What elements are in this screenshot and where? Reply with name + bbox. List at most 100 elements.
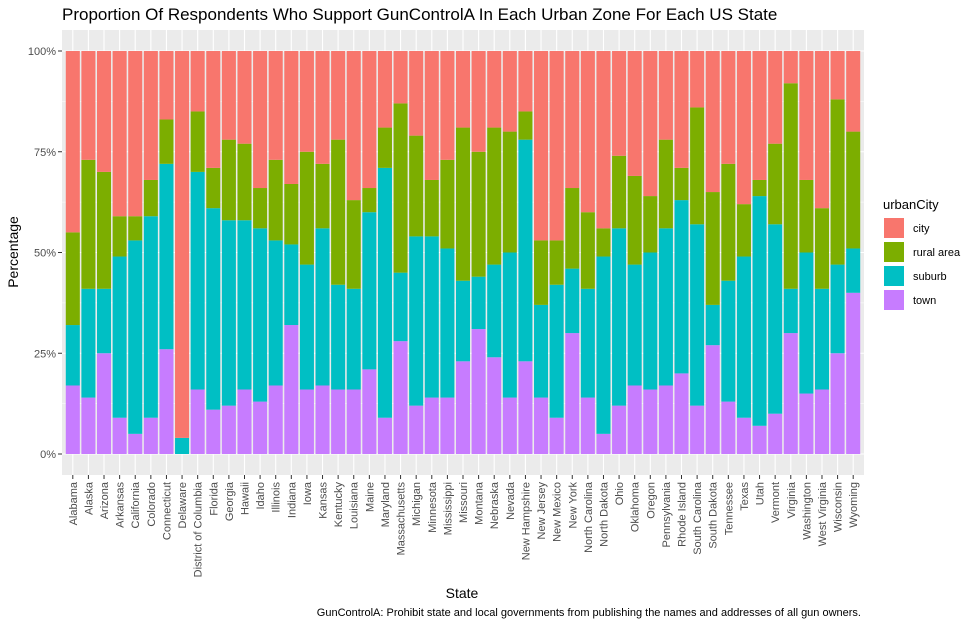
bar-segment: [705, 51, 720, 193]
x-tick-label: Maine: [364, 482, 376, 512]
bar-segment: [534, 240, 549, 305]
bar-segment: [112, 417, 127, 454]
bar-segment: [362, 369, 377, 454]
bar-segment: [284, 325, 299, 454]
x-tick-label: New Mexico: [552, 482, 564, 542]
bar-segment: [799, 51, 814, 180]
bar-segment: [502, 131, 517, 253]
bar-segment: [627, 385, 642, 454]
bar-segment: [128, 240, 143, 434]
bar-segment: [752, 179, 767, 197]
bar-segment: [440, 248, 455, 398]
bar-segment: [580, 51, 595, 213]
bar-segment: [96, 171, 112, 289]
y-axis: 0% 25% 50% 75% 100%: [28, 46, 62, 461]
bar-segment: [81, 288, 96, 398]
bar-segment: [736, 417, 751, 454]
bar-segment: [409, 51, 424, 136]
bar-segment: [143, 51, 158, 180]
bar-segment: [549, 284, 564, 418]
bar-segment: [221, 405, 236, 454]
bar-segment: [580, 212, 595, 289]
bar-segment: [612, 405, 627, 454]
bar-segment: [409, 135, 424, 237]
bar-segment: [315, 228, 330, 386]
bar-segment: [237, 51, 252, 144]
x-tick-label: Iowa: [302, 481, 314, 505]
bar-segment: [830, 51, 845, 100]
bar-segment: [268, 385, 283, 454]
bar-segment: [596, 51, 611, 229]
bar-segment: [284, 183, 299, 245]
x-tick-label: Utah: [755, 482, 767, 505]
bar-segment: [830, 264, 845, 354]
bar-segment: [736, 204, 751, 257]
bar-segment: [175, 437, 190, 454]
bar-segment: [268, 240, 283, 386]
x-tick-label: Texas: [739, 482, 751, 511]
bar-segment: [658, 139, 673, 229]
bar-segment: [206, 208, 221, 410]
bar-segment: [268, 159, 283, 241]
bar-segment: [315, 385, 330, 454]
bar-segment: [705, 192, 720, 305]
bar-segment: [705, 304, 720, 346]
legend-swatch: [884, 218, 904, 238]
x-tick-label: Louisiana: [349, 481, 361, 529]
bar-segment: [721, 51, 736, 164]
bar-segment: [128, 216, 143, 241]
bar-segment: [440, 159, 455, 249]
bar-segment: [284, 51, 299, 184]
bar-segment: [736, 256, 751, 418]
x-tick-label: Arkansas: [115, 482, 127, 528]
bar-segment: [346, 51, 361, 201]
bar-segment: [159, 51, 174, 120]
bar-segment: [721, 280, 736, 402]
bar-segment: [690, 405, 705, 454]
x-tick-label: Arizona: [99, 481, 111, 519]
bar-segment: [159, 119, 174, 164]
bar-segment: [487, 264, 502, 358]
chart-caption: GunControlA: Prohibit state and local go…: [317, 607, 861, 619]
bar-segment: [253, 188, 268, 229]
bar-segment: [455, 280, 471, 362]
bar-segment: [534, 304, 549, 398]
legend-label: rural area: [913, 247, 961, 259]
bar-segment: [799, 252, 814, 394]
bar-segment: [393, 103, 408, 273]
x-tick-label: West Virginia: [817, 481, 829, 546]
bar-segment: [783, 51, 798, 84]
legend-swatch: [884, 290, 904, 310]
x-tick-label: Illinois: [271, 482, 283, 513]
x-tick-label: Ohio: [614, 482, 626, 505]
legend-swatch: [884, 266, 904, 286]
bar-segment: [206, 167, 221, 209]
bar-segment: [471, 151, 486, 277]
x-tick-label: Colorado: [146, 482, 158, 527]
x-tick-label: Wyoming: [848, 482, 860, 528]
bar-segment: [736, 51, 751, 205]
bar-segment: [424, 236, 439, 398]
legend-label: suburb: [913, 271, 947, 283]
bar-segment: [502, 252, 517, 398]
x-tick-label: Indiana: [286, 481, 298, 518]
bar-segment: [331, 284, 346, 390]
bar-segment: [128, 51, 143, 217]
bar-segment: [346, 389, 361, 454]
bar-segment: [190, 389, 205, 454]
x-tick-label: Michigan: [411, 482, 423, 526]
bar-segment: [175, 51, 190, 438]
bar-segment: [190, 51, 205, 112]
bar-segment: [502, 397, 517, 454]
x-tick-label: Tennessee: [723, 482, 735, 535]
bar-segment: [455, 361, 471, 454]
bar-segment: [159, 349, 174, 454]
bar-segment: [299, 151, 314, 265]
x-tick-label: New Hampshire: [520, 482, 532, 560]
bar-segment: [752, 196, 767, 426]
bar-segment: [690, 51, 705, 108]
bar-segment: [237, 143, 252, 221]
x-axis-title: State: [446, 585, 479, 601]
bar-segment: [596, 433, 611, 454]
y-tick-label: 50%: [34, 248, 56, 260]
